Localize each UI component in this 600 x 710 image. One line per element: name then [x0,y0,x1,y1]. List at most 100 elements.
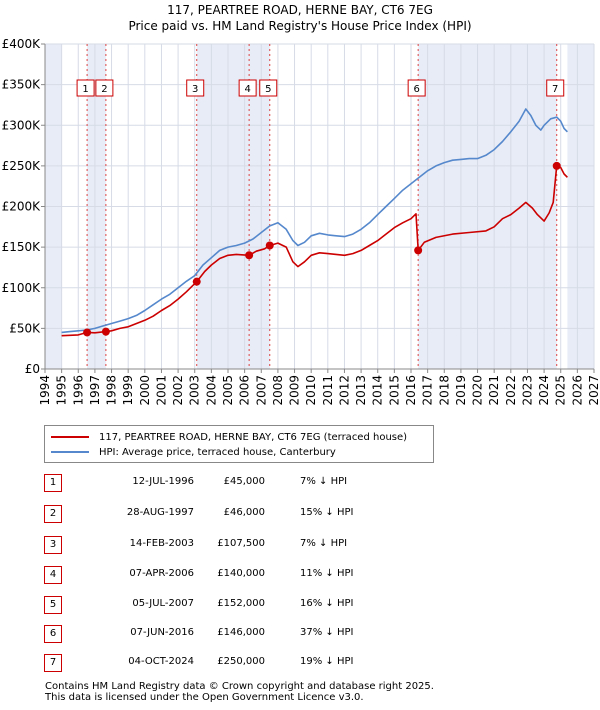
sale-price: £146,000 [217,627,265,638]
x-tick-label: 2005 [221,375,235,406]
chart-legend: 117, PEARTREE ROAD, HERNE BAY, CT6 7EG (… [44,425,434,463]
sale-marker-label: 1 [82,84,88,95]
sale-marker-box-frame [76,79,95,97]
sale-date: 07-APR-2006 [129,568,194,579]
x-tick-label: 2018 [437,375,451,406]
sale-number-badge: 7 [44,654,62,672]
x-tick-label: 2001 [154,375,168,406]
price-chart: 1 2 3 4 5 6 7 1994 1995 1996 1997 1998 1999 2000 2001… [2,37,600,406]
x-tick-label: 2007 [254,375,268,406]
sale-marker-label: 5 [265,84,271,95]
sale-price: £45,000 [223,476,265,487]
chart-title-line1: 117, PEARTREE ROAD, HERNE BAY, CT6 7EG [167,3,433,17]
x-tick-label: 2009 [288,375,302,406]
sale-marker-box: 4 [238,79,257,97]
sale-marker-label: 2 [101,84,107,95]
sale-hpi-diff: 15% ↓ HPI [300,507,354,518]
x-tick-label: 1998 [105,375,119,406]
sale-point [101,327,110,336]
y-tick-label: £250K [2,159,42,173]
sale-hpi-diff: 16% ↓ HPI [300,598,354,609]
sale-price: £46,000 [223,507,265,518]
sale-number-badge: 6 [44,625,62,643]
x-tick-label: 2000 [138,375,152,406]
y-tick-label: £0 [25,362,40,376]
sale-hpi-diff: 19% ↓ HPI [300,656,354,667]
y-tick-label: £150K [2,240,42,254]
x-tick-label: 1994 [38,375,52,406]
sale-marker-label: 6 [413,84,419,95]
sale-date: 04-OCT-2024 [128,656,194,667]
x-tick-label: 2023 [520,375,534,406]
sale-price: £250,000 [217,656,265,667]
sale-marker-box-frame [95,79,114,97]
x-tick-label: 2010 [304,375,318,406]
x-tick-label: 2003 [188,375,202,406]
footer-attribution: Contains HM Land Registry data © Crown c… [45,681,434,703]
legend-item-hpi: HPI: Average price, terraced house, Cant… [51,445,336,459]
x-tick-label: 1995 [55,375,69,406]
y-tick-label: £100K [2,281,42,295]
sale-marker-box-frame [546,79,565,97]
sale-marker-label: 3 [192,84,198,95]
sale-point [245,251,254,260]
sale-number-badge: 4 [44,566,62,584]
sale-number-badge: 1 [44,474,62,492]
legend-label-hpi: HPI: Average price, terraced house, Cant… [99,446,336,458]
sale-marker-box: 5 [259,79,278,97]
x-tick-label: 2026 [570,375,584,406]
sale-marker-box-frame [186,79,205,97]
sale-date: 05-JUL-2007 [132,598,194,609]
sale-hpi-diff: 37% ↓ HPI [300,627,354,638]
sale-number-badge: 5 [44,596,62,614]
sale-number-badge: 2 [44,505,62,523]
y-tick-label: £400K [2,37,42,51]
sale-marker-label: 7 [552,84,558,95]
sale-marker-box-frame [238,79,257,97]
x-tick-label: 2025 [554,375,568,406]
y-tick-label: £50K [9,321,41,335]
x-tick-label: 2006 [238,375,252,406]
x-tick-label: 2002 [171,375,185,406]
x-tick-label: 2021 [487,375,501,406]
x-tick-label: 1999 [121,375,135,406]
x-tick-label: 1996 [71,375,85,406]
sale-number-badge: 3 [44,536,62,554]
legend-item-price-paid: 117, PEARTREE ROAD, HERNE BAY, CT6 7EG (… [51,430,407,444]
x-tick-label: 2008 [271,375,285,406]
x-tick-label: 2004 [204,375,218,406]
sale-price: £152,000 [217,598,265,609]
x-tick-label: 2017 [421,375,435,406]
sale-marker-box: 7 [546,79,565,97]
footer-line1: Contains HM Land Registry data © Crown c… [45,681,434,692]
sale-date: 12-JUL-1996 [132,476,194,487]
sale-marker-box: 6 [407,79,426,97]
sale-price: £140,000 [217,568,265,579]
series-line [61,108,568,334]
sale-date: 07-JUN-2016 [130,627,194,638]
y-tick-label: £300K [2,118,42,132]
x-tick-label: 2014 [371,375,385,406]
sale-marker-label: 4 [244,84,250,95]
sale-hpi-diff: 7% ↓ HPI [300,538,348,549]
x-tick-label: 2022 [504,375,518,406]
x-tick-label: 2027 [587,375,600,406]
sale-point [414,246,423,255]
legend-label-price-paid: 117, PEARTREE ROAD, HERNE BAY, CT6 7EG (… [99,431,408,443]
chart-title-line2: Price paid vs. HM Land Registry's House … [128,19,472,33]
y-tick-label: £350K [2,78,42,92]
x-tick-label: 2011 [321,375,335,406]
sale-point [83,328,92,337]
chart-title: 117, PEARTREE ROAD, HERNE BAY, CT6 7EG P… [0,2,600,34]
sale-marker-box: 1 [76,79,95,97]
sale-point [265,241,274,250]
x-tick-label: 2015 [387,375,401,406]
y-tick-label: £200K [2,200,42,214]
sale-marker-box: 2 [95,79,114,97]
sale-date: 28-AUG-1997 [126,507,194,518]
sale-hpi-diff: 11% ↓ HPI [300,568,354,579]
x-tick-label: 2012 [337,375,351,406]
footer-line2: This data is licensed under the Open Gov… [45,692,364,703]
x-tick-label: 2019 [454,375,468,406]
series-line [61,165,568,337]
